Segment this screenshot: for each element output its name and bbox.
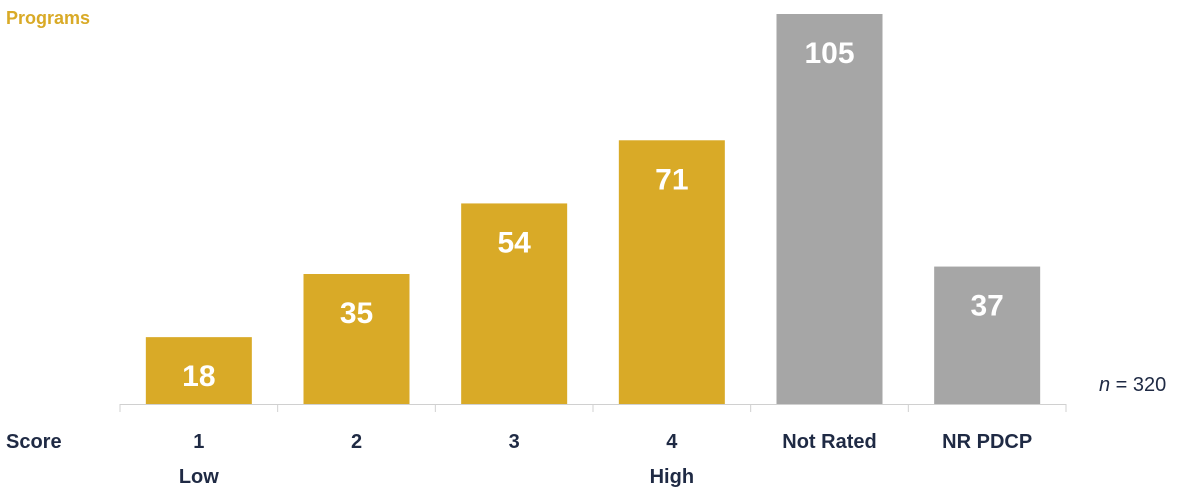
data-label: 105 <box>804 37 854 70</box>
bar-3 <box>461 203 568 404</box>
data-label: 37 <box>970 290 1003 323</box>
sample-size-annotation: n = 320 <box>1099 374 1166 396</box>
x-axis-ticks <box>119 404 1067 412</box>
category-label: 4 <box>666 431 678 453</box>
category-sublabel: Low <box>179 466 219 488</box>
bar-2 <box>303 274 410 404</box>
x-axis-title: Score <box>6 431 62 453</box>
y-axis-title: Programs <box>6 8 90 28</box>
category-label: Not Rated <box>782 431 876 453</box>
bar-nr-pdcp <box>934 266 1041 404</box>
bars-group <box>145 14 1041 405</box>
bar-1 <box>145 337 252 404</box>
data-label: 18 <box>182 360 215 393</box>
category-label: 2 <box>351 431 362 453</box>
n-symbol: n <box>1099 374 1110 396</box>
data-labels: 18 35 54 71 105 37 <box>182 37 1004 393</box>
category-label: 1 <box>193 431 204 453</box>
category-label: 3 <box>509 431 520 453</box>
bar-4 <box>618 140 725 405</box>
data-label: 54 <box>497 226 531 259</box>
category-sublabel: High <box>650 466 694 488</box>
data-label: 71 <box>655 163 688 196</box>
category-labels: 1 Low 2 3 4 High Not Rated NR PDCP <box>179 431 1032 488</box>
n-value: = 320 <box>1110 374 1166 396</box>
category-label: NR PDCP <box>942 431 1032 453</box>
bar-not-rated <box>776 14 883 404</box>
data-label: 35 <box>340 297 373 330</box>
